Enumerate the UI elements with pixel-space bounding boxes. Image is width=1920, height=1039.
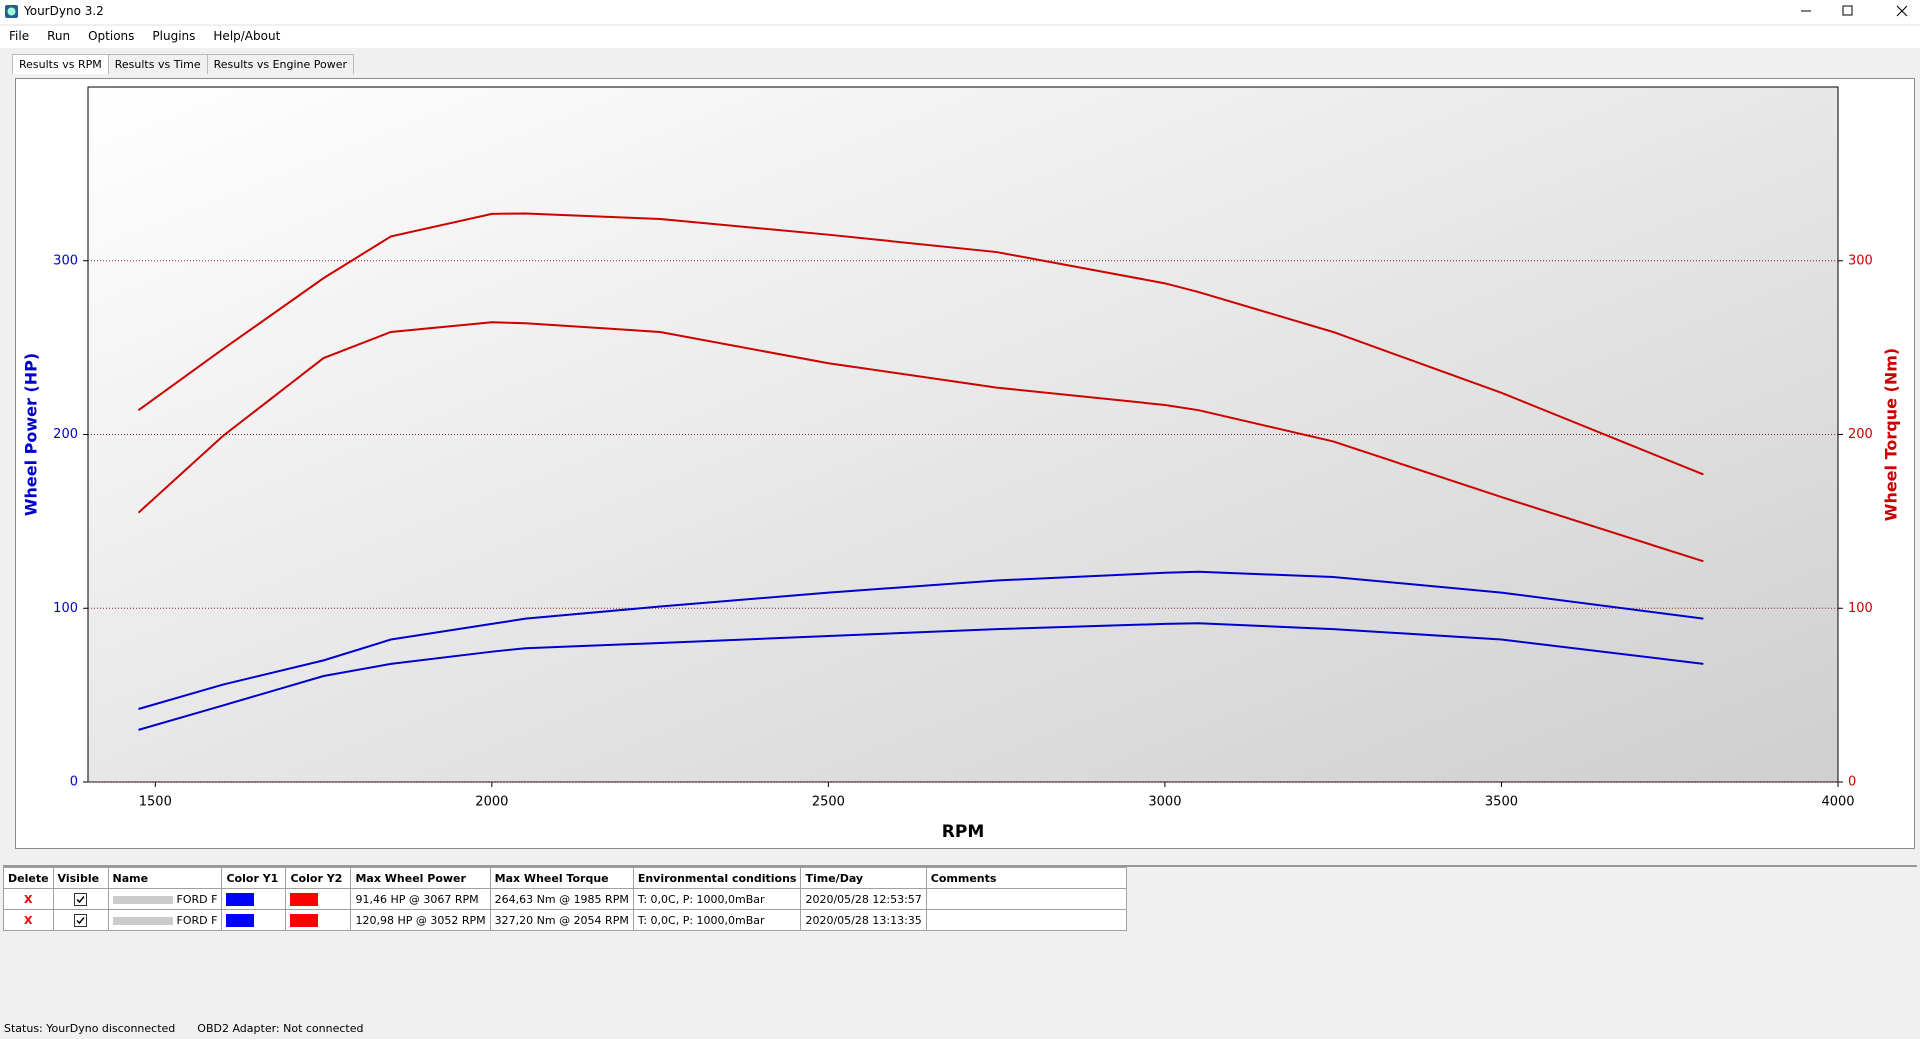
menu-item[interactable]: Options	[88, 29, 135, 43]
series-line	[138, 622, 1704, 731]
name-text: FORD F	[176, 913, 218, 927]
y2-tick-label: 0	[1848, 775, 1856, 790]
y-tick-label: 200	[53, 427, 78, 442]
color-swatch[interactable]	[290, 892, 319, 906]
y-tick-label: 0	[70, 775, 78, 790]
series-line	[138, 570, 1704, 710]
column-header: Environmental conditions	[632, 867, 802, 889]
x-axis-label: RPM	[942, 822, 984, 842]
x-tick-label: 3000	[1148, 795, 1181, 810]
name-redacted	[112, 895, 173, 904]
menu-item[interactable]: File	[9, 29, 30, 43]
title-bar: YourDyno 3.2	[0, 0, 1920, 24]
cell-text: 327,20 Nm @ 2054 RPM	[489, 909, 634, 931]
column-header: Time/Day	[800, 867, 927, 889]
column-header: Max Wheel Power	[350, 867, 491, 889]
x-tick-label: 3500	[1485, 795, 1518, 810]
name-redacted	[112, 916, 173, 925]
x-tick-label: 1500	[139, 795, 172, 810]
header-row: Delete Visible Name Color Y1 Color Y2 Max Whe…	[3, 867, 1127, 889]
delete-button[interactable]: X	[3, 909, 54, 931]
comments-cell	[925, 888, 1127, 910]
tab[interactable]: Results vs RPM	[12, 54, 109, 74]
menu-item[interactable]: Plugins	[152, 29, 196, 43]
color-swatch[interactable]	[290, 913, 319, 927]
y2-tick-label: 100	[1848, 601, 1873, 616]
color-swatch[interactable]	[226, 913, 255, 927]
color-cell	[285, 909, 352, 931]
visible-cell	[52, 888, 109, 910]
y-tick-label: 100	[53, 601, 78, 616]
check-mark	[76, 916, 85, 924]
column-header: Color Y2	[285, 867, 352, 889]
cell-text: 120,98 HP @ 3052 RPM	[350, 909, 491, 931]
color-swatch[interactable]	[226, 892, 255, 906]
cell-text: 2020/05/28 13:13:35	[800, 909, 927, 931]
cell-text: 2020/05/28 12:53:57	[800, 888, 927, 910]
menu-item[interactable]: Help/About	[213, 29, 281, 43]
tab[interactable]: Results vs Time	[107, 54, 208, 74]
plot-area	[87, 86, 1839, 783]
column-header: Max Wheel Torque	[489, 867, 634, 889]
cell-text: 264,63 Nm @ 1985 RPM	[489, 888, 634, 910]
y-tick-label: 300	[53, 253, 78, 268]
cell-text: T: 0,0C, P: 1000,0mBar	[632, 909, 802, 931]
status-bar: Status: YourDyno disconnected OBD2 Adapte…	[0, 1019, 1920, 1039]
column-header: Delete	[3, 867, 54, 889]
status-text: Status: YourDyno disconnected	[4, 1022, 176, 1035]
name-cell: FORD F	[107, 909, 223, 931]
app-icon	[5, 5, 18, 18]
color-cell	[221, 909, 287, 931]
cell-text: T: 0,0C, P: 1000,0mBar	[632, 888, 802, 910]
tab-strip: Results vs RPM Results vs Time Results vs …	[12, 54, 355, 76]
status-text: OBD2 Adapter: Not connected	[197, 1022, 364, 1035]
name-cell: FORD F	[107, 888, 223, 910]
window-controls[interactable]	[1775, 0, 1920, 24]
result-row: X FORD F 91,46 HP @ 3067 RPM 264,63 Nm @ 19…	[3, 888, 1127, 910]
series-line	[137, 321, 1704, 563]
x-tick-label: 2500	[812, 795, 845, 810]
visible-cell	[52, 909, 109, 931]
window-title: YourDyno 3.2	[24, 4, 104, 18]
x-tick-label: 2000	[475, 795, 508, 810]
series-line	[137, 212, 1704, 476]
result-row: X FORD F 120,98 HP @ 3052 RPM 327,20 Nm @ 2…	[3, 909, 1127, 931]
y2-axis-label: Wheel Torque (Nm)	[1882, 348, 1901, 521]
visible-checkbox[interactable]	[74, 913, 88, 927]
delete-button[interactable]: X	[3, 888, 54, 910]
tab[interactable]: Results vs Engine Power	[206, 54, 355, 74]
cell-text: 91,46 HP @ 3067 RPM	[350, 888, 491, 910]
y-axis-label: Wheel Power (HP)	[22, 353, 41, 516]
check-mark	[76, 895, 85, 903]
column-header: Name	[107, 867, 223, 889]
results-table-area: Delete Visible Name Color Y1 Color Y2 Max Whe…	[3, 865, 1917, 1017]
visible-checkbox[interactable]	[74, 892, 88, 906]
comments-cell	[925, 909, 1127, 931]
column-header: Color Y1	[221, 867, 287, 889]
x-tick-label: 4000	[1821, 795, 1854, 810]
color-cell	[285, 888, 352, 910]
column-header: Visible	[52, 867, 109, 889]
color-cell	[221, 888, 287, 910]
y2-tick-label: 300	[1848, 253, 1873, 268]
results-table: Delete Visible Name Color Y1 Color Y2 Max Whe…	[3, 867, 1127, 931]
column-header: Comments	[925, 867, 1127, 889]
menu-item[interactable]: Run	[47, 29, 71, 43]
name-text: FORD F	[176, 892, 218, 906]
menu-bar: File Run Options Plugins Help/About	[0, 26, 1920, 48]
y2-tick-label: 200	[1848, 427, 1873, 442]
